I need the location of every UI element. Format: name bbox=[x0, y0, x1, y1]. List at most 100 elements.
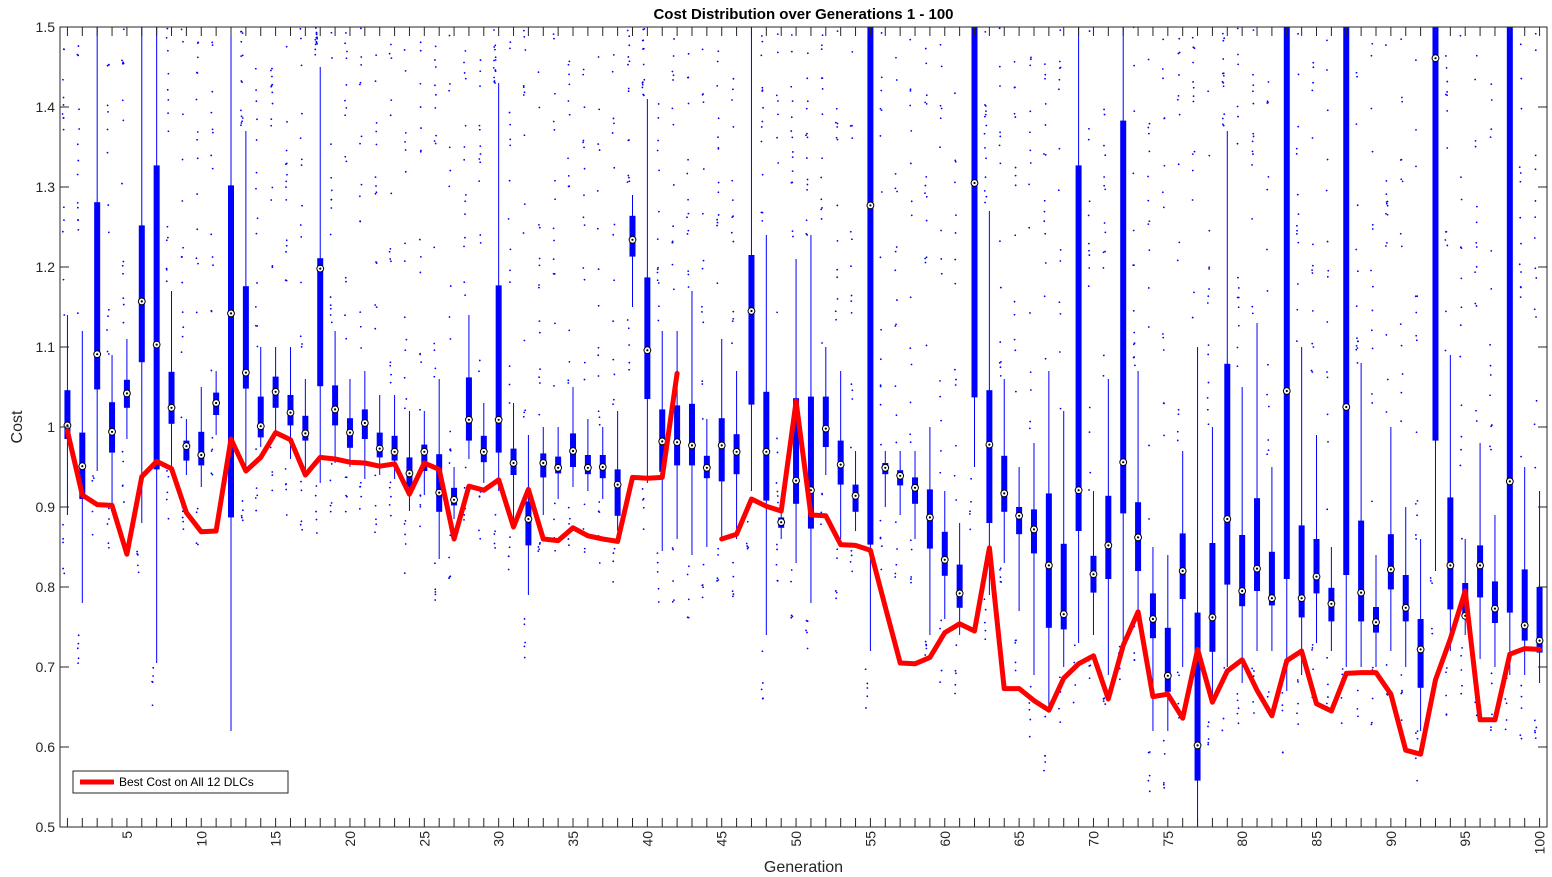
outlier-point bbox=[657, 117, 660, 119]
outlier-point bbox=[286, 121, 288, 123]
outlier-point bbox=[77, 662, 79, 665]
outlier-point bbox=[464, 49, 467, 52]
outlier-point bbox=[1296, 283, 1299, 285]
outlier-point bbox=[212, 264, 214, 267]
outlier-point bbox=[1355, 305, 1358, 308]
box-median-dot bbox=[1523, 624, 1526, 627]
outlier-point bbox=[894, 572, 897, 575]
outlier-point bbox=[538, 106, 541, 109]
outlier-point bbox=[509, 123, 512, 126]
outlier-point bbox=[121, 59, 123, 62]
outlier-point bbox=[1102, 700, 1105, 703]
outlier-point bbox=[776, 579, 779, 582]
outlier-point bbox=[240, 115, 243, 118]
outlier-point bbox=[1416, 737, 1419, 740]
outlier-point bbox=[1192, 100, 1195, 103]
outlier-point bbox=[612, 320, 615, 323]
outlier-point bbox=[1207, 741, 1210, 744]
outlier-point bbox=[494, 48, 496, 51]
outlier-point bbox=[1385, 334, 1388, 336]
outlier-point bbox=[1251, 217, 1254, 220]
outlier-point bbox=[240, 55, 243, 58]
outlier-point bbox=[390, 373, 392, 376]
outlier-point bbox=[152, 675, 155, 677]
outlier-point bbox=[1221, 80, 1224, 83]
box-iqr bbox=[763, 391, 770, 501]
outlier-point bbox=[1223, 666, 1226, 669]
outlier-point bbox=[909, 104, 912, 107]
box-median-dot bbox=[1107, 544, 1110, 547]
outlier-point bbox=[316, 37, 319, 40]
box-median-dot bbox=[304, 432, 307, 435]
outlier-point bbox=[1058, 88, 1060, 91]
outlier-point bbox=[389, 381, 392, 384]
outlier-point bbox=[864, 668, 867, 671]
outlier-point bbox=[880, 191, 883, 193]
outlier-point bbox=[1014, 116, 1017, 118]
outlier-point bbox=[1355, 71, 1358, 74]
outlier-point bbox=[909, 38, 912, 41]
outlier-point bbox=[732, 215, 735, 218]
outlier-point bbox=[1014, 174, 1017, 177]
outlier-point bbox=[270, 84, 273, 87]
outlier-point bbox=[701, 417, 704, 420]
outlier-point bbox=[1163, 164, 1166, 167]
outlier-point bbox=[1148, 132, 1150, 135]
outlier-point bbox=[271, 265, 274, 267]
outlier-point bbox=[449, 449, 452, 452]
outlier-point bbox=[1490, 672, 1493, 675]
outlier-point bbox=[895, 246, 898, 248]
outlier-point bbox=[195, 511, 198, 514]
outlier-point bbox=[896, 190, 898, 193]
outlier-point bbox=[658, 305, 660, 308]
outlier-point bbox=[1253, 670, 1255, 672]
outlier-point bbox=[806, 620, 809, 623]
outlier-point bbox=[1281, 704, 1284, 707]
box-median-dot bbox=[557, 466, 560, 469]
outlier-point bbox=[405, 338, 408, 341]
outlier-point bbox=[360, 135, 363, 138]
outlier-point bbox=[1371, 666, 1374, 669]
outlier-point bbox=[1058, 67, 1061, 69]
outlier-point bbox=[1102, 267, 1105, 269]
outlier-point bbox=[1519, 172, 1522, 174]
outlier-point bbox=[1357, 715, 1359, 718]
outlier-point bbox=[1444, 349, 1447, 352]
outlier-point bbox=[1297, 702, 1299, 705]
outlier-point bbox=[777, 501, 779, 504]
outlier-point bbox=[1057, 189, 1060, 192]
outlier-point bbox=[240, 122, 243, 124]
outlier-point bbox=[1489, 136, 1492, 139]
box-median-dot bbox=[854, 494, 857, 497]
outlier-point bbox=[1533, 308, 1536, 311]
outlier-point bbox=[775, 482, 778, 484]
outlier-point bbox=[1520, 707, 1523, 710]
box-median-dot bbox=[765, 450, 768, 453]
outlier-point bbox=[1415, 334, 1418, 337]
outlier-point bbox=[464, 236, 466, 239]
outlier-point bbox=[241, 54, 244, 57]
outlier-point bbox=[1444, 239, 1447, 241]
outlier-point bbox=[895, 414, 898, 417]
outlier-point bbox=[1222, 72, 1225, 75]
outlier-point bbox=[880, 443, 882, 446]
outlier-point bbox=[1118, 678, 1121, 681]
box-iqr bbox=[1417, 619, 1424, 688]
outlier-point bbox=[106, 329, 108, 331]
outlier-point bbox=[1163, 786, 1166, 789]
box-iqr bbox=[1120, 120, 1127, 514]
outlier-point bbox=[924, 192, 926, 195]
outlier-point bbox=[255, 100, 258, 103]
outlier-point bbox=[969, 510, 971, 513]
outlier-point bbox=[1000, 581, 1003, 583]
outlier-point bbox=[583, 194, 585, 197]
outlier-point bbox=[955, 672, 957, 675]
box-median-dot bbox=[601, 465, 604, 469]
outlier-point bbox=[508, 281, 511, 284]
outlier-point bbox=[999, 135, 1002, 138]
outlier-point bbox=[627, 56, 630, 58]
outlier-point bbox=[1029, 149, 1032, 152]
outlier-point bbox=[1148, 444, 1150, 447]
outlier-point bbox=[449, 82, 451, 85]
outlier-point bbox=[1312, 61, 1315, 64]
